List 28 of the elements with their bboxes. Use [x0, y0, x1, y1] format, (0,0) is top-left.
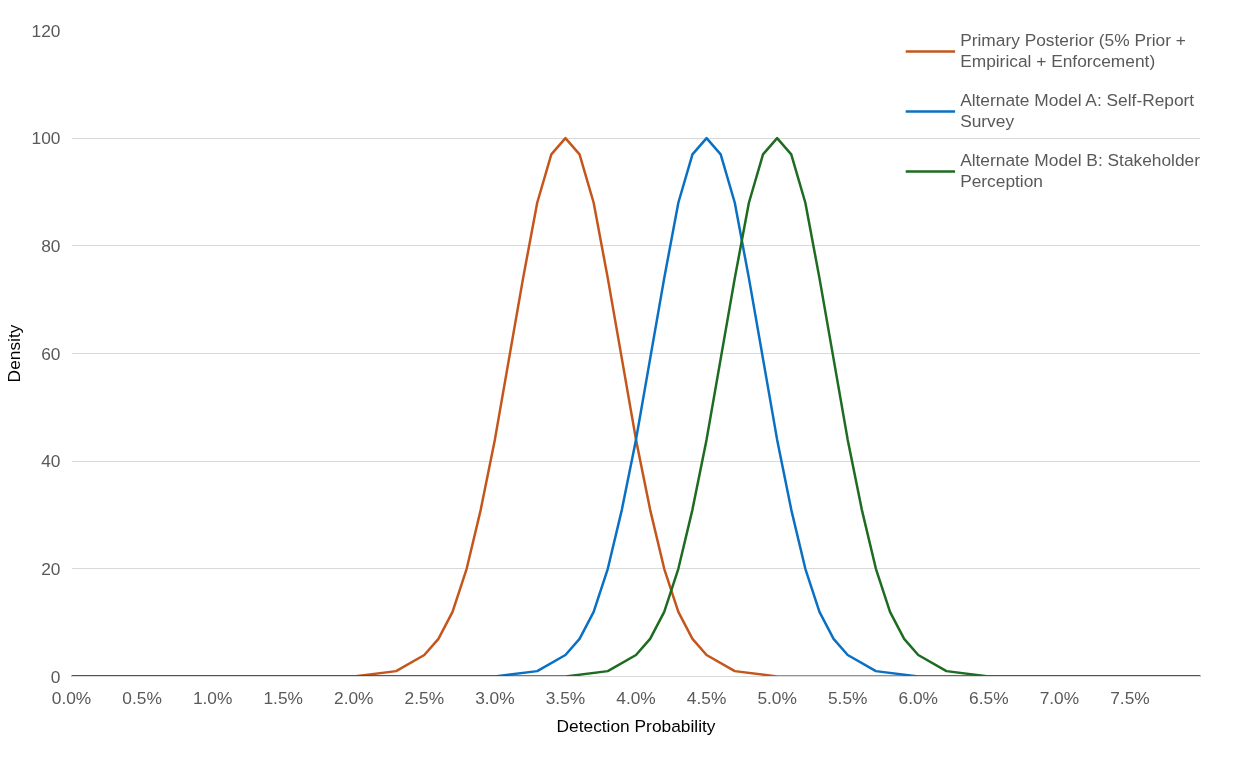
x-axis-title: Detection Probability — [556, 715, 716, 736]
x-tick-label: 4.5% — [686, 687, 727, 708]
y-tick-label: 40 — [41, 451, 61, 472]
y-tick-label: 20 — [41, 558, 61, 579]
x-tick-label: 0.0% — [51, 687, 92, 708]
y-tick-label: 60 — [41, 343, 61, 364]
y-tick-label: 80 — [41, 235, 61, 256]
legend-label: Primary Posterior (5% Prior + Empirical + Enforcement) — [960, 30, 1186, 72]
x-tick-label: 5.0% — [757, 687, 797, 708]
x-tick-label: 7.5% — [1110, 687, 1150, 708]
x-tick-label: 4.0% — [616, 687, 656, 708]
x-tick-label: 3.5% — [545, 687, 586, 708]
x-tick-label: 1.0% — [192, 687, 233, 708]
x-tick-label: 6.5% — [969, 687, 1009, 708]
x-tick-label: 0.5% — [122, 687, 162, 708]
x-tick-label: 2.0% — [334, 687, 374, 708]
y-axis-title: Density — [3, 324, 24, 383]
y-tick-label: 100 — [31, 128, 61, 149]
x-tick-label: 6.0% — [898, 687, 938, 708]
legend-label: Alternate Model B: Stakeholder Perception — [960, 150, 1200, 192]
x-tick-label: 2.5% — [404, 687, 445, 708]
x-tick-label: 5.5% — [827, 687, 868, 708]
x-tick-label: 1.5% — [263, 687, 303, 708]
x-tick-label: 7.0% — [1039, 687, 1080, 708]
y-tick-label: 0 — [50, 666, 61, 687]
x-tick-label: 3.0% — [475, 687, 515, 708]
legend-label: Alternate Model A: Self-Report Survey — [960, 90, 1195, 132]
y-tick-label: 120 — [31, 20, 61, 41]
